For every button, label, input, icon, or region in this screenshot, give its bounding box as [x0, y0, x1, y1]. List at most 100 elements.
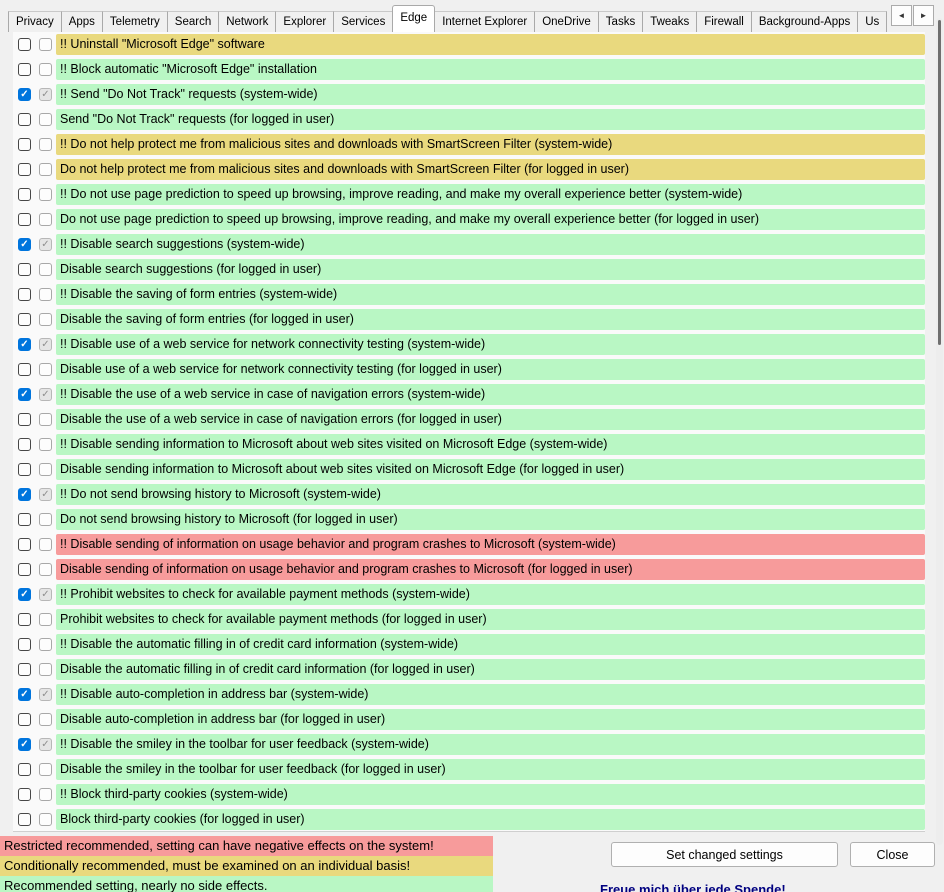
- setting-checkbox[interactable]: [18, 563, 31, 576]
- setting-row: !! Do not help protect me from malicious…: [13, 132, 925, 157]
- setting-row: Disable auto-completion in address bar (…: [13, 707, 925, 732]
- setting-row: ✓ ✓ !! Disable auto-completion in address …: [13, 682, 925, 707]
- donation-link[interactable]: Freue mich über jede Spende!: [600, 882, 786, 892]
- tab-network[interactable]: Network: [219, 11, 277, 32]
- tab-apps[interactable]: Apps: [61, 11, 103, 32]
- applied-checkbox: [39, 813, 52, 826]
- setting-row: ✓ ✓ !! Disable the use of a web service in…: [13, 382, 925, 407]
- tab-firewall[interactable]: Firewall: [697, 11, 752, 32]
- setting-checkbox[interactable]: [18, 763, 31, 776]
- setting-checkbox[interactable]: [18, 613, 31, 626]
- setting-label: !! Do not help protect me from malicious…: [56, 134, 925, 155]
- setting-checkbox[interactable]: [18, 438, 31, 451]
- setting-checkbox[interactable]: [18, 288, 31, 301]
- tab-background-apps[interactable]: Background-Apps: [751, 11, 859, 32]
- tab-explorer[interactable]: Explorer: [276, 11, 335, 32]
- setting-label: Do not use page prediction to speed up b…: [56, 209, 925, 230]
- setting-checkbox[interactable]: [18, 463, 31, 476]
- setting-label: !! Block automatic "Microsoft Edge" inst…: [56, 59, 925, 80]
- setting-row: !! Disable sending information to Micros…: [13, 432, 925, 457]
- setting-row: ✓ ✓ !! Do not send browsing history to Mic…: [13, 482, 925, 507]
- setting-label: Do not send browsing history to Microsof…: [56, 509, 925, 530]
- setting-checkbox[interactable]: [18, 713, 31, 726]
- setting-checkbox[interactable]: [18, 263, 31, 276]
- tab-privacy[interactable]: Privacy: [8, 11, 62, 32]
- tab-bar: Privacy Apps Telemetry Search Network Explore…: [8, 5, 888, 32]
- setting-checkbox[interactable]: [18, 638, 31, 651]
- setting-checkbox[interactable]: ✓: [18, 588, 31, 601]
- applied-checkbox: [39, 213, 52, 226]
- applied-checkbox: [39, 113, 52, 126]
- setting-checkbox[interactable]: ✓: [18, 488, 31, 501]
- setting-label: !! Block third-party cookies (system-wid…: [56, 784, 925, 805]
- setting-checkbox[interactable]: [18, 63, 31, 76]
- setting-label: !! Disable sending information to Micros…: [56, 434, 925, 455]
- setting-checkbox[interactable]: [18, 163, 31, 176]
- setting-label: !! Disable the smiley in the toolbar for…: [56, 734, 925, 755]
- tab-tasks[interactable]: Tasks: [598, 11, 644, 32]
- tab-scroll-right-button[interactable]: ►: [913, 5, 934, 26]
- setting-checkbox[interactable]: [18, 538, 31, 551]
- tab-us[interactable]: Us: [858, 11, 888, 32]
- applied-checkbox: ✓: [39, 588, 52, 601]
- setting-label: Disable the saving of form entries (for …: [56, 309, 925, 330]
- set-changed-settings-button[interactable]: Set changed settings: [611, 842, 838, 867]
- tab-internet-explorer[interactable]: Internet Explorer: [435, 11, 536, 32]
- setting-checkbox[interactable]: ✓: [18, 738, 31, 751]
- applied-checkbox: [39, 363, 52, 376]
- setting-checkbox[interactable]: ✓: [18, 338, 31, 351]
- tab-telemetry[interactable]: Telemetry: [102, 11, 168, 32]
- applied-checkbox: ✓: [39, 388, 52, 401]
- tab-onedrive[interactable]: OneDrive: [535, 11, 599, 32]
- applied-checkbox: [39, 563, 52, 576]
- setting-row: !! Disable the automatic filling in of c…: [13, 632, 925, 657]
- tab-tweaks[interactable]: Tweaks: [643, 11, 698, 32]
- applied-checkbox: [39, 413, 52, 426]
- setting-checkbox[interactable]: [18, 313, 31, 326]
- setting-checkbox[interactable]: [18, 788, 31, 801]
- setting-checkbox[interactable]: [18, 513, 31, 526]
- applied-checkbox: ✓: [39, 488, 52, 501]
- setting-label: !! Do not use page prediction to speed u…: [56, 184, 925, 205]
- setting-row: Disable the automatic filling in of cred…: [13, 657, 925, 682]
- tab-scroll-left-button[interactable]: ◄: [891, 5, 912, 26]
- setting-checkbox[interactable]: [18, 213, 31, 226]
- tab-edge[interactable]: Edge: [392, 5, 436, 32]
- applied-checkbox: [39, 163, 52, 176]
- setting-row: !! Block automatic "Microsoft Edge" inst…: [13, 57, 925, 82]
- setting-checkbox[interactable]: [18, 188, 31, 201]
- setting-row: Prohibit websites to check for available…: [13, 607, 925, 632]
- setting-checkbox[interactable]: ✓: [18, 238, 31, 251]
- applied-checkbox: [39, 463, 52, 476]
- setting-checkbox[interactable]: [18, 363, 31, 376]
- vertical-scrollbar[interactable]: [936, 18, 943, 845]
- setting-row: !! Uninstall "Microsoft Edge" software: [13, 32, 925, 57]
- setting-row: Disable sending information to Microsoft…: [13, 457, 925, 482]
- setting-label: Do not help protect me from malicious si…: [56, 159, 925, 180]
- setting-checkbox[interactable]: ✓: [18, 688, 31, 701]
- applied-checkbox: [39, 763, 52, 776]
- setting-checkbox[interactable]: [18, 813, 31, 826]
- setting-label: !! Disable use of a web service for netw…: [56, 334, 925, 355]
- setting-row: Disable the smiley in the toolbar for us…: [13, 757, 925, 782]
- setting-label: Disable sending of information on usage …: [56, 559, 925, 580]
- setting-row: !! Do not use page prediction to speed u…: [13, 182, 925, 207]
- setting-checkbox[interactable]: [18, 138, 31, 151]
- setting-checkbox[interactable]: [18, 113, 31, 126]
- setting-checkbox[interactable]: ✓: [18, 88, 31, 101]
- setting-row: Disable search suggestions (for logged i…: [13, 257, 925, 282]
- setting-checkbox[interactable]: ✓: [18, 388, 31, 401]
- scrollbar-thumb[interactable]: [938, 20, 941, 345]
- tab-services[interactable]: Services: [334, 11, 394, 32]
- setting-label: !! Send "Do Not Track" requests (system-…: [56, 84, 925, 105]
- tab-search[interactable]: Search: [167, 11, 220, 32]
- applied-checkbox: [39, 288, 52, 301]
- setting-checkbox[interactable]: [18, 413, 31, 426]
- setting-label: !! Disable the saving of form entries (s…: [56, 284, 925, 305]
- close-button[interactable]: Close: [850, 842, 935, 867]
- setting-row: !! Disable sending of information on usa…: [13, 532, 925, 557]
- setting-label: Prohibit websites to check for available…: [56, 609, 925, 630]
- setting-checkbox[interactable]: [18, 38, 31, 51]
- setting-checkbox[interactable]: [18, 663, 31, 676]
- applied-checkbox: [39, 663, 52, 676]
